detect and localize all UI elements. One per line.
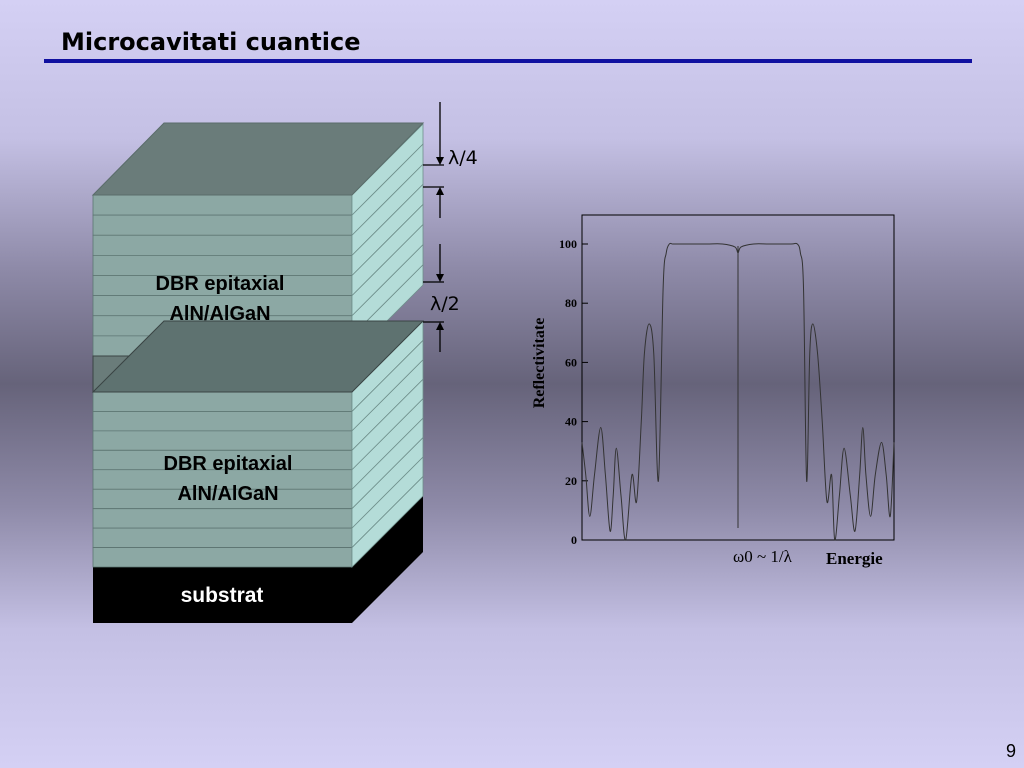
dbr-layer-front [92, 214, 353, 236]
stack-top-face [91, 122, 425, 196]
y-tick-label: 100 [559, 237, 577, 251]
dbr-layer-front [92, 527, 353, 548]
y-tick-label: 80 [565, 296, 577, 310]
y-axis-label: Reflectivitate [531, 318, 548, 409]
dbr-layer-front [92, 508, 353, 529]
dbr-layer-front [92, 194, 353, 216]
half-wave-label: λ/2 [430, 293, 460, 315]
y-ticks: 0 20 40 60 80 100 [559, 237, 588, 547]
substrate-side [352, 496, 423, 623]
bottom-dbr-label-line2: AlN/AlGaN [177, 483, 278, 505]
half-wave-dimension [423, 244, 444, 352]
dbr-layer-side [351, 475, 424, 568]
slide-title: Microcavitati cuantice [61, 28, 361, 56]
omega0-label: ω0 ~ 1/λ [733, 547, 793, 566]
dbr-stack [91, 122, 425, 623]
page-number: 9 [1005, 741, 1016, 761]
dbr-layer-front [92, 391, 353, 412]
y-tick-label: 60 [565, 355, 577, 369]
cavity-top [91, 320, 425, 393]
top-dbr-label-line2: AlN/AlGaN [169, 303, 270, 325]
quarter-wave-label: λ/4 [448, 147, 478, 169]
bottom-dbr-label-line1: DBR epitaxial [164, 453, 293, 475]
x-axis-label: Energie [826, 549, 883, 568]
y-tick-label: 40 [565, 415, 577, 429]
dbr-layer-front [92, 430, 353, 451]
y-tick-label: 0 [571, 533, 577, 547]
dbr-layer-front [92, 234, 353, 256]
title-rule [44, 59, 972, 63]
plot-frame [581, 214, 895, 541]
substrate-label: substrat [181, 584, 264, 607]
dbr-layer-front [92, 547, 353, 568]
dbr-layer-front [92, 411, 353, 432]
reflectivity-chart: 0 20 40 60 80 100 Reflectivitate Energie ω0 ~… [531, 214, 895, 568]
substrate-front [93, 567, 352, 623]
y-tick-label: 20 [565, 474, 577, 488]
top-dbr-label-line1: DBR epitaxial [156, 273, 285, 295]
quarter-wave-dimension [423, 102, 444, 218]
